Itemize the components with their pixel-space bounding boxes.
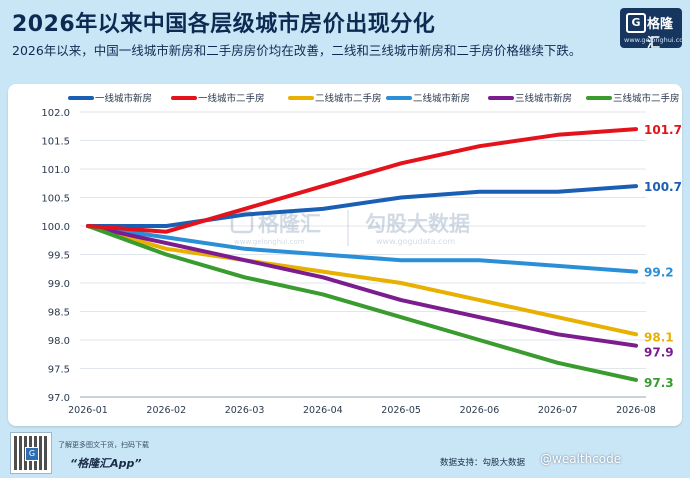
x-tick-label: 2026-05 <box>381 405 421 416</box>
watermark-site-left: www.gelonghui.com <box>234 238 305 246</box>
grid <box>80 111 646 398</box>
watermark: 格隆汇 www.gelonghui.com 勾股大数据 www.gogudata… <box>230 210 470 246</box>
series-lines <box>86 127 638 382</box>
legend-label: 一线城市二手房 <box>198 93 265 105</box>
end-value-label: 98.1 <box>644 330 674 344</box>
y-tick-label: 100.0 <box>41 222 70 233</box>
legend-label: 二线城市新房 <box>413 93 470 105</box>
y-axis: 97.0 97.5 98.0 98.5 99.0 99.5 100.0 100.5 101.0 1… <box>41 108 70 404</box>
legend: 一线城市新房 一线城市二手房 二线城市二手房 二线城市新房 三线城市新房 三线城市二手房 <box>68 93 680 105</box>
x-tick-label: 2026-03 <box>225 405 265 416</box>
y-tick-label: 97.5 <box>48 365 70 376</box>
end-value-label: 97.3 <box>644 376 674 390</box>
y-tick-label: 100.5 <box>41 194 70 205</box>
watermark-text-left: 格隆汇 <box>258 212 321 236</box>
legend-label: 三线城市新房 <box>515 93 572 105</box>
data-source: 数据支持：勾股大数据 <box>440 458 526 468</box>
qr-hint: 了解更多图文干货，扫码下载 <box>58 441 149 449</box>
chart-title: 2026年以来中国各层级城市房价出现分化 <box>12 12 436 37</box>
end-labels: 100.7 101.7 98.1 99.2 97.9 97.3 <box>644 123 682 390</box>
x-tick-label: 2026-07 <box>538 405 578 416</box>
chart-panel: 一线城市新房 一线城市二手房 二线城市二手房 二线城市新房 三线城市新房 三线城市二手房 … <box>8 84 682 426</box>
line-chart: 一线城市新房 一线城市二手房 二线城市二手房 二线城市新房 三线城市新房 三线城市二手房 … <box>41 93 682 417</box>
series-line <box>86 127 638 234</box>
y-tick-label: 99.0 <box>48 279 70 290</box>
x-tick-label: 2026-01 <box>68 405 108 416</box>
logo-name: 格隆汇 <box>647 17 674 51</box>
qr-logo-icon: G <box>25 447 39 461</box>
series-line <box>86 224 638 274</box>
watermark-logo-icon <box>230 210 254 234</box>
qr-code[interactable]: G <box>10 432 52 474</box>
logo-glyph-icon: G <box>626 13 646 33</box>
app-name: “格隆汇App” <box>70 457 142 470</box>
end-value-label: 101.7 <box>644 123 682 137</box>
watermark-text-right: 勾股大数据 <box>365 212 470 236</box>
y-tick-label: 97.0 <box>48 393 70 404</box>
brand-logo: G 格隆汇 www.gelonghui.com <box>620 8 690 51</box>
watermark-site-right: www.gogudata.com <box>376 237 455 246</box>
end-value-label: 97.9 <box>644 346 674 360</box>
legend-label: 二线城市二手房 <box>315 93 382 105</box>
series-line <box>86 184 638 228</box>
x-tick-label: 2026-02 <box>146 405 186 416</box>
end-value-label: 99.2 <box>644 266 674 280</box>
qr-pattern <box>14 436 48 470</box>
y-tick-label: 99.5 <box>48 251 70 262</box>
series-line <box>86 224 638 382</box>
weibo-watermark: @wealthcode <box>540 452 622 466</box>
chart-subtitle: 2026年以来，中国一线城市新房和二手房房价均在改善，二线和三线城市新房和二手房… <box>12 43 582 58</box>
x-tick-label: 2026-04 <box>303 405 343 416</box>
y-tick-label: 102.0 <box>41 108 70 119</box>
series-line <box>86 224 638 337</box>
end-value-label: 100.7 <box>644 180 682 194</box>
series-line <box>86 224 638 348</box>
y-tick-label: 101.0 <box>41 165 70 176</box>
x-tick-label: 2026-08 <box>616 405 656 416</box>
x-axis: 2026-01 2026-02 2026-03 2026-04 2026-05 2026-… <box>68 405 656 416</box>
x-tick-label: 2026-06 <box>460 405 500 416</box>
logo-site: www.gelonghui.com <box>624 36 690 44</box>
legend-label: 一线城市新房 <box>95 93 152 105</box>
y-tick-label: 101.5 <box>41 137 70 148</box>
legend-label: 三线城市二手房 <box>613 93 680 105</box>
y-tick-label: 98.5 <box>48 308 70 319</box>
y-tick-label: 98.0 <box>48 336 70 347</box>
